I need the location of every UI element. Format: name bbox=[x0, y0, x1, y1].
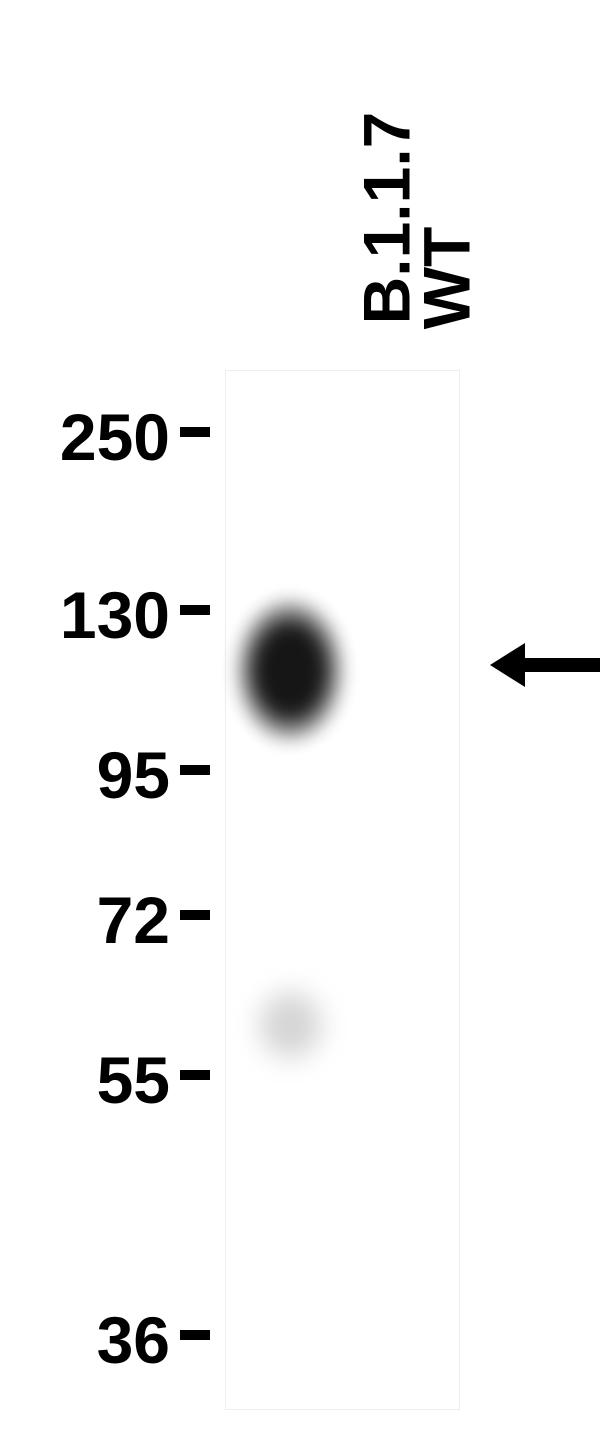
mw-label-55: 55 bbox=[97, 1042, 170, 1118]
mw-tick-72 bbox=[180, 910, 210, 920]
mw-label-95: 95 bbox=[97, 737, 170, 813]
mw-tick-250 bbox=[180, 427, 210, 437]
mw-tick-130 bbox=[180, 605, 210, 615]
protein-band-0 bbox=[235, 598, 345, 743]
lane-label-1: WT bbox=[408, 227, 484, 330]
indicator-arrow bbox=[490, 640, 600, 695]
mw-label-72: 72 bbox=[97, 882, 170, 958]
mw-tick-95 bbox=[180, 765, 210, 775]
mw-label-130: 130 bbox=[60, 577, 170, 653]
western-blot-strip bbox=[225, 370, 460, 1410]
mw-tick-36 bbox=[180, 1330, 210, 1340]
mw-label-250: 250 bbox=[60, 399, 170, 475]
arrow-icon bbox=[490, 640, 600, 690]
mw-label-36: 36 bbox=[97, 1302, 170, 1378]
mw-tick-55 bbox=[180, 1070, 210, 1080]
protein-band-1 bbox=[253, 985, 328, 1065]
